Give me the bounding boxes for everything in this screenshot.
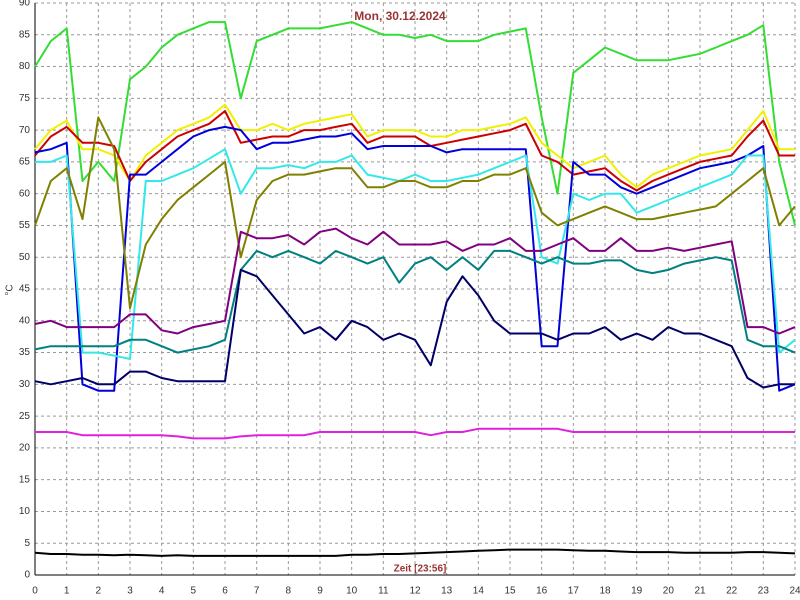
data-line (34, 110, 795, 192)
x-tick-label: 10 (346, 586, 358, 597)
y-tick-label: 75 (19, 93, 31, 104)
y-tick-label: 80 (19, 61, 31, 72)
x-tick-label: 19 (631, 586, 643, 597)
y-tick-label: 50 (19, 252, 31, 263)
y-tick-label: 25 (19, 411, 31, 422)
x-tick-label: 1 (64, 586, 70, 597)
x-tick-label: 6 (222, 586, 228, 597)
y-tick-label: 35 (19, 347, 31, 358)
data-line (34, 103, 795, 189)
y-tick-label: 10 (19, 506, 31, 517)
x-tick-label: 16 (536, 586, 548, 597)
x-tick-label: 15 (504, 586, 516, 597)
y-tick-label: 90 (19, 0, 31, 9)
x-tick-label: 20 (663, 586, 675, 597)
x-tick-label: 11 (378, 586, 389, 597)
x-axis-label: Zeit [23:56] (394, 564, 447, 575)
x-tick-label: 24 (789, 586, 800, 597)
x-tick-label: 0 (32, 586, 38, 597)
x-tick-label: 14 (473, 586, 485, 597)
x-tick-label: 7 (254, 586, 260, 597)
y-tick-label: 60 (19, 188, 31, 199)
y-tick-label: 20 (19, 443, 31, 454)
y-tick-label: 65 (19, 157, 31, 168)
y-tick-label: 55 (19, 220, 31, 231)
x-tick-label: 12 (409, 586, 421, 597)
x-tick-label: 21 (694, 586, 706, 597)
x-tick-label: 8 (286, 586, 292, 597)
data-line (35, 427, 795, 440)
x-tick-label: 4 (159, 586, 165, 597)
y-tick-label: 0 (24, 570, 30, 581)
x-tick-label: 9 (317, 586, 323, 597)
data-line (34, 249, 796, 354)
x-tick-label: 2 (96, 586, 102, 597)
x-tick-label: 13 (441, 586, 453, 597)
data-line (35, 148, 796, 360)
x-tick-label: 22 (726, 586, 738, 597)
data-line (34, 548, 796, 557)
x-tick-label: 5 (191, 586, 197, 597)
y-tick-label: 30 (19, 379, 31, 390)
chart-title: Mon, 30.12.2024 (354, 9, 446, 23)
data-line (34, 227, 796, 335)
data-line (34, 125, 796, 392)
x-tick-label: 18 (599, 586, 611, 597)
y-tick-label: 15 (19, 474, 31, 485)
x-tick-label: 23 (758, 586, 770, 597)
y-tick-label: 5 (24, 538, 30, 549)
x-tick-label: 3 (127, 586, 133, 597)
x-tick-label: 17 (568, 586, 580, 597)
y-tick-label: 45 (19, 284, 31, 295)
y-tick-label: 70 (19, 125, 31, 136)
y-tick-label: 85 (19, 29, 31, 40)
data-line (34, 21, 796, 226)
data-line (34, 116, 796, 310)
y-axis-label: °C (5, 284, 16, 295)
data-line (34, 268, 795, 389)
y-tick-label: 40 (19, 315, 31, 326)
